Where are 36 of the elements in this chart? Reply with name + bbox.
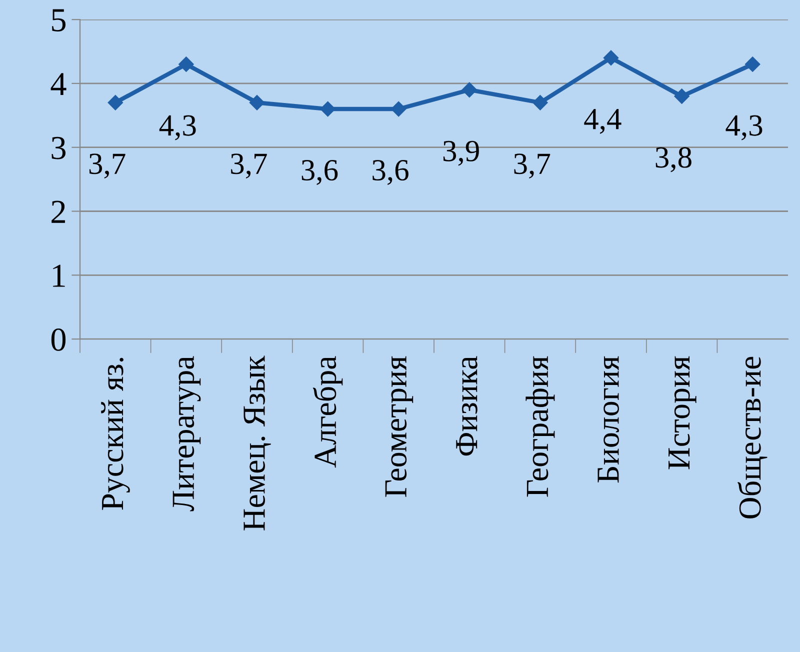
point	[249, 95, 265, 110]
data-label: 4,3	[159, 115, 196, 140]
data-label: 3,7	[231, 154, 267, 179]
data-label: 4,3	[726, 115, 762, 140]
y-tick-label: 5	[52, 9, 66, 32]
data-label: 3,9	[443, 140, 479, 166]
data-label: 3,7	[89, 154, 126, 179]
y-tick-label: 0	[51, 328, 66, 351]
x-tick-label: Немец. Язык	[244, 356, 271, 530]
x-tick-label: Алгебра	[312, 356, 343, 468]
point	[603, 50, 619, 66]
data-label: 3,6	[372, 160, 408, 185]
point	[320, 101, 336, 117]
x-tick-label: Русский яз.	[101, 358, 130, 510]
point	[532, 95, 548, 110]
x-tick-label: География	[526, 356, 555, 497]
x-tick-label: История	[668, 356, 696, 470]
data-label: 3,8	[656, 147, 692, 172]
x-tick-label: Обществ-ие	[738, 356, 768, 518]
data-label: 3,6	[302, 160, 338, 185]
data-label: 3,7	[514, 154, 550, 179]
point	[178, 56, 194, 72]
x-tick-label: Биология	[598, 356, 619, 483]
x-tick-label: Геометрия	[385, 356, 414, 497]
y-tick-label: 4	[50, 73, 66, 96]
y-tick-label: 1	[53, 264, 65, 287]
y-tick-label: 3	[52, 136, 66, 160]
point	[391, 101, 406, 117]
data-label: 4,4	[584, 109, 622, 134]
x-tick-label: Литература	[172, 356, 201, 512]
x-tick-label: Физика	[456, 356, 478, 456]
y-tick-label: 2	[52, 200, 65, 223]
point	[674, 88, 690, 104]
point	[745, 56, 760, 72]
point	[108, 95, 123, 110]
point	[462, 82, 477, 98]
